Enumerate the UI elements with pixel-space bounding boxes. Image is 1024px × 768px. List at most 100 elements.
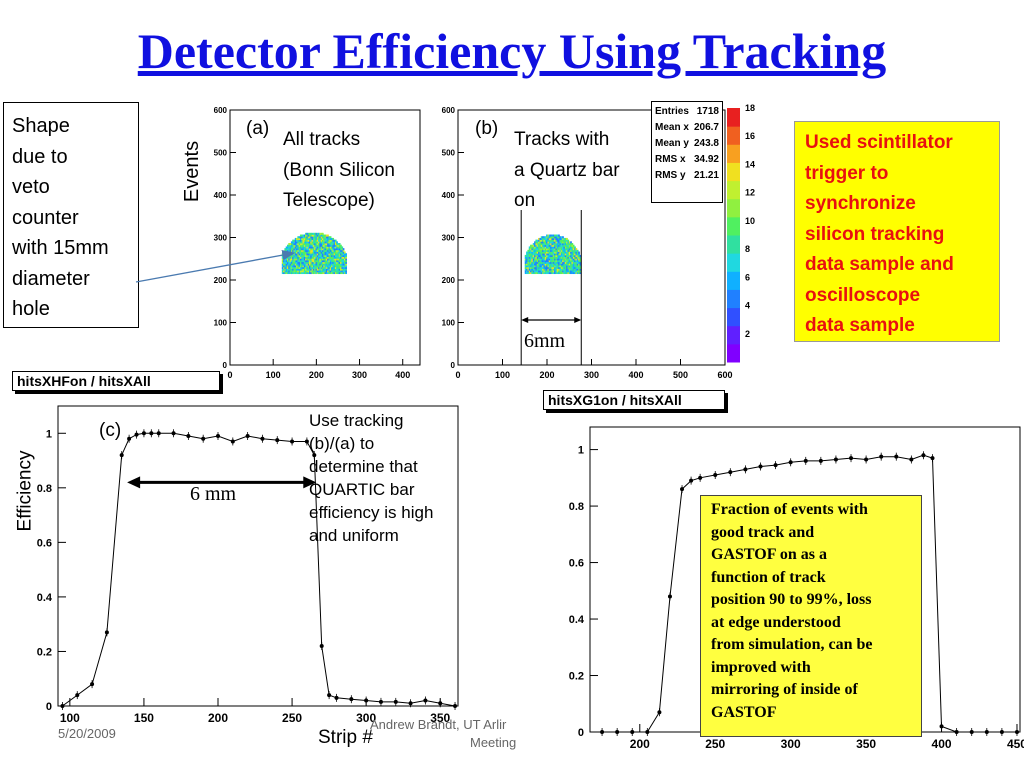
heat-cell [566,243,568,246]
note-sync-line: data sample [805,315,915,336]
heat-cell [312,261,315,264]
heat-cell [579,266,582,269]
heat-cell [297,239,300,242]
heat-cell [566,270,568,273]
heat-cell [559,237,562,241]
heat-cell [539,239,542,242]
heat-cell [302,263,305,266]
heat-cell [311,266,314,269]
heat-cell [542,263,544,266]
heat-cell [319,237,322,241]
heat-cell [332,241,335,244]
heat-cell [539,253,542,256]
heat-cell [572,253,575,256]
heat-cell [576,249,579,252]
heat-cell [305,254,307,258]
heat-cell [320,246,323,249]
heat-cell [543,268,546,271]
heat-cell [538,266,540,269]
heat-cell [298,260,301,263]
note-sync-line: Used scintillator [805,132,953,153]
heat-cell [539,248,542,251]
heat-cell [528,251,531,254]
heat-cell [554,253,556,256]
heat-cell [325,261,328,264]
heat-cell [558,246,560,249]
heat-cell [312,249,315,252]
heat-cell [560,249,563,252]
heat-cell [328,246,331,249]
heat-cell [333,243,336,246]
heat-cell [558,243,560,246]
heat-cell [540,237,543,241]
heat-cell [535,266,538,269]
heat-cell [332,271,335,275]
heat-cell [315,254,318,258]
heat-cell [538,263,540,266]
heat-cell [320,253,323,256]
heat-cell [309,270,311,273]
heat-cell [315,251,318,254]
heat-cell [303,268,306,271]
heat-cell [552,237,555,241]
heat-cell [306,251,309,254]
heat-cell [564,241,567,244]
heat-cell [547,254,550,258]
heat-cell [542,251,544,254]
heat-cell [329,244,332,247]
colorbar-tick-label: 8 [745,244,750,254]
heat-cell [552,271,555,275]
heat-cell [578,251,580,254]
y-tick-label: 400 [442,191,456,200]
heat-cell [298,244,301,247]
heat-cell [340,265,342,268]
y-tick-label: 100 [442,319,456,328]
heat-cell [532,265,535,268]
heat-cell [327,251,329,254]
heat-cell [341,266,344,269]
heat-cell [531,258,534,261]
heat-cell [574,249,576,252]
heat-cell [547,268,550,271]
heat-cell [554,271,556,275]
heat-cell [555,256,558,259]
heat-cell [318,258,320,261]
heat-cell [327,270,329,273]
heat-cell [542,261,544,264]
heat-cell [344,256,346,259]
heat-cell [306,244,309,247]
colorbar-segment [727,325,740,345]
heat-cell [309,239,311,242]
heat-cell [558,249,560,252]
heat-cell [531,266,534,269]
heat-cell [294,239,297,242]
heat-cell [318,244,320,247]
heat-cell [328,271,331,275]
heat-cell [532,271,535,275]
heat-cell [539,246,542,249]
heat-cell [338,258,341,261]
heat-cell [575,258,578,261]
heat-cell [540,243,543,246]
heat-cell [574,258,576,261]
heat-cell [309,251,311,254]
heat-cell [309,263,311,266]
heat-cell [306,234,309,237]
heat-cell [568,246,571,249]
heat-cell [571,261,574,264]
heat-cell [297,271,300,275]
heat-cell [303,266,306,269]
heat-cell [302,265,305,268]
heat-cell [341,248,344,251]
heat-cell [302,236,305,239]
heat-cell [572,249,575,252]
heat-cell [294,254,297,258]
note-fraction-line: improved with [711,658,811,676]
heat-cell [312,268,315,271]
heat-cell [333,266,336,269]
heat-cell [527,256,530,259]
heat-cell [316,248,319,251]
heat-cell [572,260,575,263]
heat-cell [560,268,563,271]
heat-cell [568,241,571,244]
